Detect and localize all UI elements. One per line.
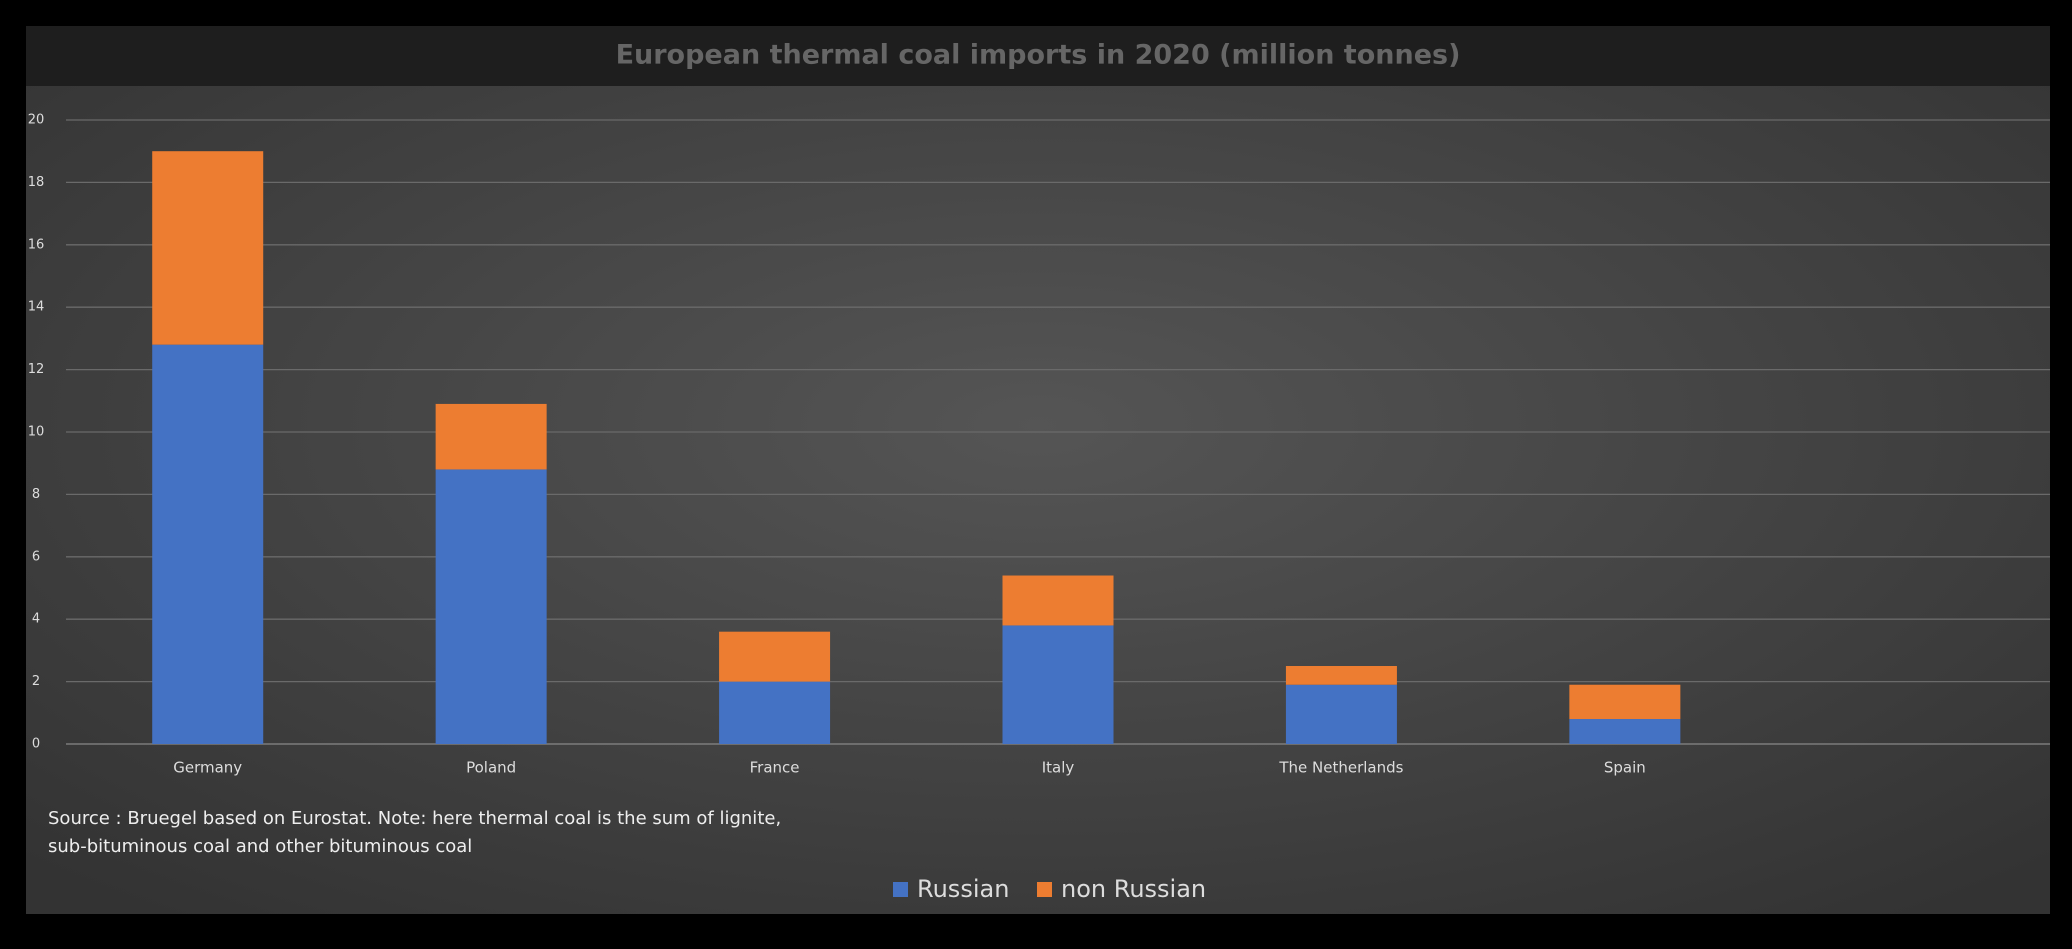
chart-title: European thermal coal imports in 2020 (m… [616,40,1461,71]
chart-panel [26,26,2050,914]
y-tick-label: 14 [28,300,45,315]
x-tick-label: Poland [466,759,516,777]
y-tick-label: 2 [32,674,40,689]
bar-segment [1002,575,1114,626]
y-tick-label: 4 [32,612,40,627]
bar-segment [1285,684,1397,744]
bar-segment [1569,684,1681,720]
y-tick-label: 6 [32,549,40,564]
legend-label: Russian [917,875,1009,903]
x-tick-label: Germany [173,759,242,777]
bar-segment [1569,719,1681,744]
y-tick-label: 10 [28,425,45,440]
bar-segment [719,631,831,682]
note: Source : Bruegel based on Eurostat. Note… [48,808,781,829]
y-tick-label: 16 [28,237,45,252]
bar-segment [152,151,264,345]
y-tick-label: 8 [32,487,40,502]
legend-swatch [893,882,908,897]
title-bar [26,26,2050,86]
x-tick-label: Italy [1042,759,1075,777]
bar-segment [719,681,831,744]
legend-swatch [1037,882,1052,897]
y-tick-label: 18 [28,175,45,190]
bar-segment [152,344,264,744]
y-tick-label: 12 [28,362,45,377]
bar-segment [1285,666,1397,685]
bar-segment [435,469,547,744]
x-tick-label: France [750,759,800,777]
bar-segment [435,403,547,470]
x-tick-label: The Netherlands [1278,759,1403,777]
y-tick-label: 20 [28,113,45,128]
note: sub-bituminous coal and other bituminous… [48,836,472,857]
bar-segment [1002,625,1114,744]
x-tick-label: Spain [1604,759,1646,777]
y-tick-label: 0 [32,737,40,752]
legend-label: non Russian [1061,875,1206,903]
